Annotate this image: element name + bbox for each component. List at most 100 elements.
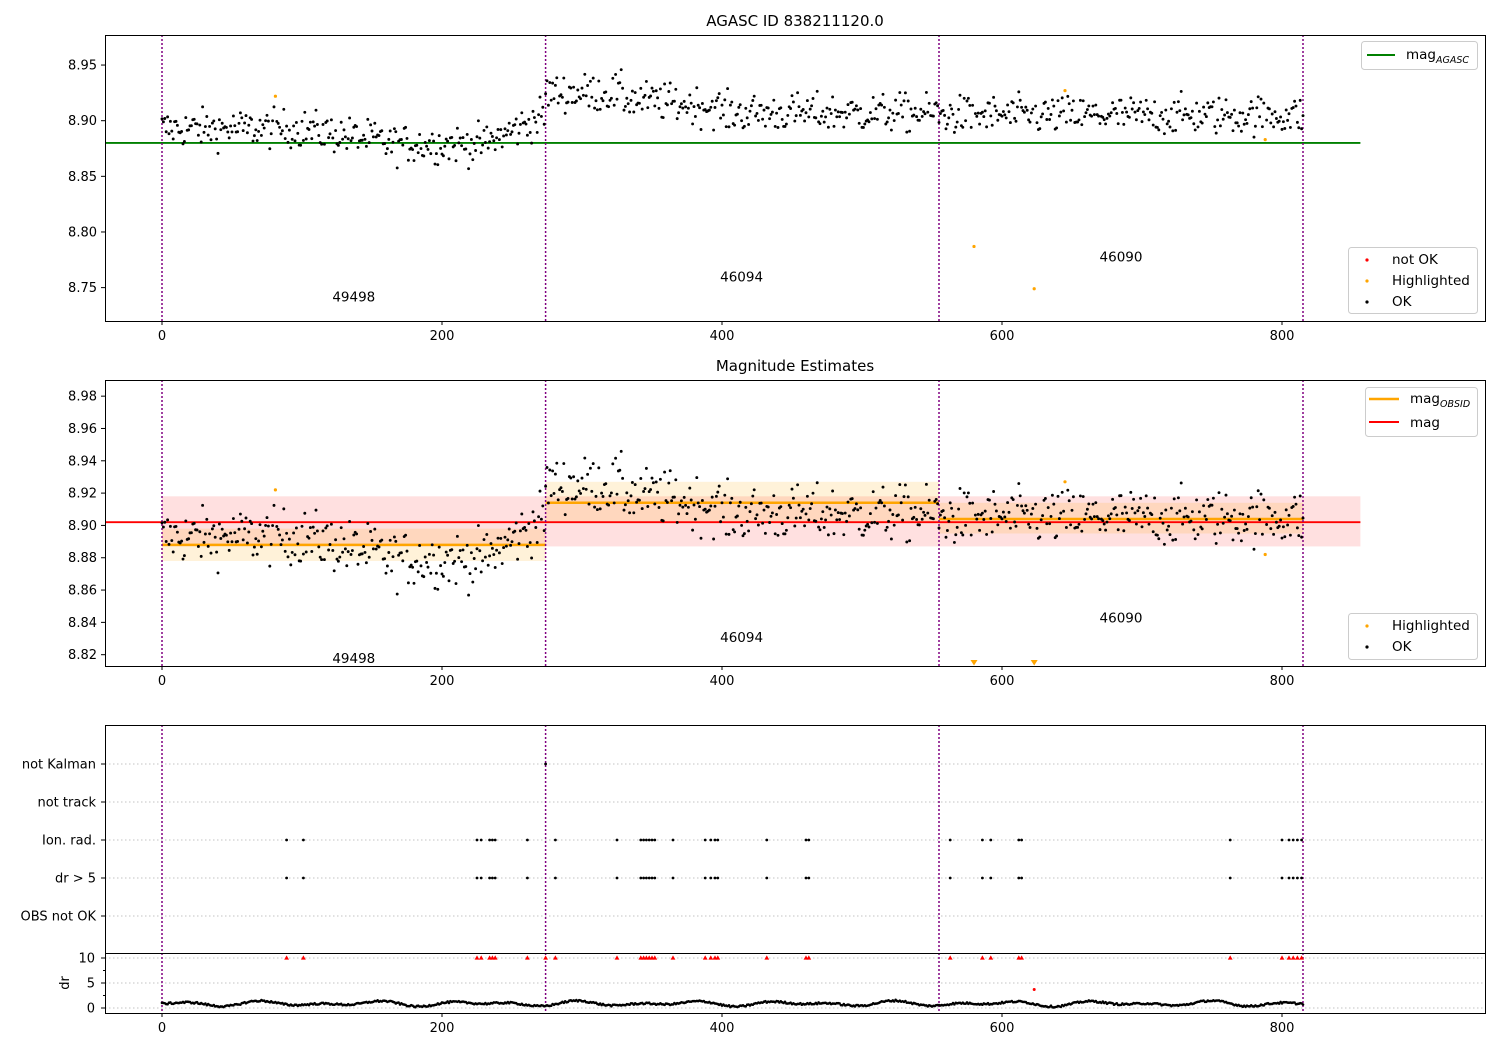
ok-point (678, 105, 682, 109)
dr-point (1059, 1005, 1063, 1009)
ok-point (507, 121, 511, 125)
flag-point (807, 838, 811, 842)
ok-point (355, 125, 359, 128)
ok-point (556, 498, 560, 502)
ok-point (975, 517, 979, 521)
ok-point (1248, 107, 1252, 111)
ok-point (213, 535, 217, 539)
ok-point (219, 536, 223, 540)
ok-point (458, 549, 462, 553)
ok-point (842, 125, 846, 129)
ok-point (478, 549, 482, 553)
ok-point (497, 551, 501, 555)
ok-point (892, 523, 896, 527)
flag-point (989, 876, 993, 880)
ok-point (1223, 113, 1227, 117)
ok-point (546, 103, 550, 107)
ok-point (614, 456, 618, 460)
ok-point (321, 529, 325, 533)
ok-point (1251, 505, 1255, 509)
ok-point (762, 508, 766, 512)
ok-point (1059, 511, 1063, 515)
dr-over-threshold-marker (284, 955, 289, 960)
ok-point (479, 151, 483, 155)
ok-point (1189, 116, 1193, 120)
dr-over-threshold-marker (1299, 955, 1304, 960)
ok-point (628, 511, 632, 515)
ok-point (1081, 495, 1085, 498)
ok-point (943, 516, 947, 520)
dr-over-threshold-marker (1279, 955, 1285, 960)
ok-point (1190, 109, 1194, 113)
ok-point (614, 72, 618, 76)
ok-point (971, 103, 975, 107)
ok-point (836, 110, 840, 114)
ok-point (371, 547, 375, 551)
ok-point (1000, 517, 1004, 521)
ok-point (446, 139, 450, 143)
ok-point (608, 494, 612, 498)
legend-mag-agasc-label: magAGASC (1406, 47, 1469, 66)
ok-point (332, 150, 336, 154)
ok-point (902, 99, 906, 103)
ok-point (688, 486, 692, 490)
ok-point (861, 126, 865, 129)
ok-point (850, 497, 854, 501)
ok-point (1235, 121, 1239, 125)
ok-point (861, 533, 865, 537)
x-tick-label: 400 (710, 1021, 735, 1036)
ok-point (609, 491, 613, 495)
ok-point (555, 461, 559, 465)
y-tick-label: 8.98 (68, 390, 97, 405)
ok-point (241, 538, 245, 542)
ok-point (919, 107, 923, 111)
ok-point (574, 495, 578, 499)
ok-point (1284, 508, 1288, 512)
ok-point (412, 159, 416, 162)
ok-point (444, 550, 448, 554)
ok-point (1256, 95, 1260, 99)
ok-point (301, 552, 305, 556)
ok-point (325, 119, 329, 123)
ok-point (384, 571, 388, 575)
flag-point (645, 876, 648, 880)
flag-point (491, 838, 494, 842)
ok-point (1013, 116, 1017, 120)
ok-point (388, 538, 392, 542)
flag-point (1291, 838, 1295, 842)
ok-point (233, 124, 237, 128)
ok-point (843, 110, 847, 114)
ok-point (244, 516, 248, 520)
ok-point (1108, 114, 1112, 118)
flag-point (554, 876, 557, 880)
ok-point (1018, 494, 1022, 498)
ok-point (584, 487, 588, 491)
ok-point (324, 526, 328, 530)
ok-point (987, 498, 991, 502)
ok-point (1269, 527, 1273, 531)
ok-point (590, 95, 594, 99)
ok-point (1259, 492, 1263, 496)
flag-point (639, 876, 643, 880)
ok-point (1038, 535, 1042, 539)
ok-point (203, 125, 207, 129)
ok-point (1211, 100, 1215, 104)
ok-point (387, 551, 391, 554)
ok-point (1003, 113, 1007, 117)
ok-point (1213, 125, 1217, 129)
ok-point (461, 136, 465, 140)
y-tick-label: 8.84 (68, 616, 97, 631)
ok-point (266, 524, 270, 528)
ok-point (982, 115, 986, 119)
ok-point (920, 114, 924, 118)
ok-point (331, 549, 335, 552)
ok-point (160, 521, 164, 525)
x-tick-label: 600 (990, 1021, 1015, 1036)
ok-point (1014, 119, 1018, 123)
ok-point (965, 99, 969, 103)
ok-point (742, 532, 746, 536)
ok-point (163, 520, 167, 524)
ok-point (490, 546, 494, 550)
ok-point (338, 555, 342, 559)
ok-point (551, 469, 555, 473)
